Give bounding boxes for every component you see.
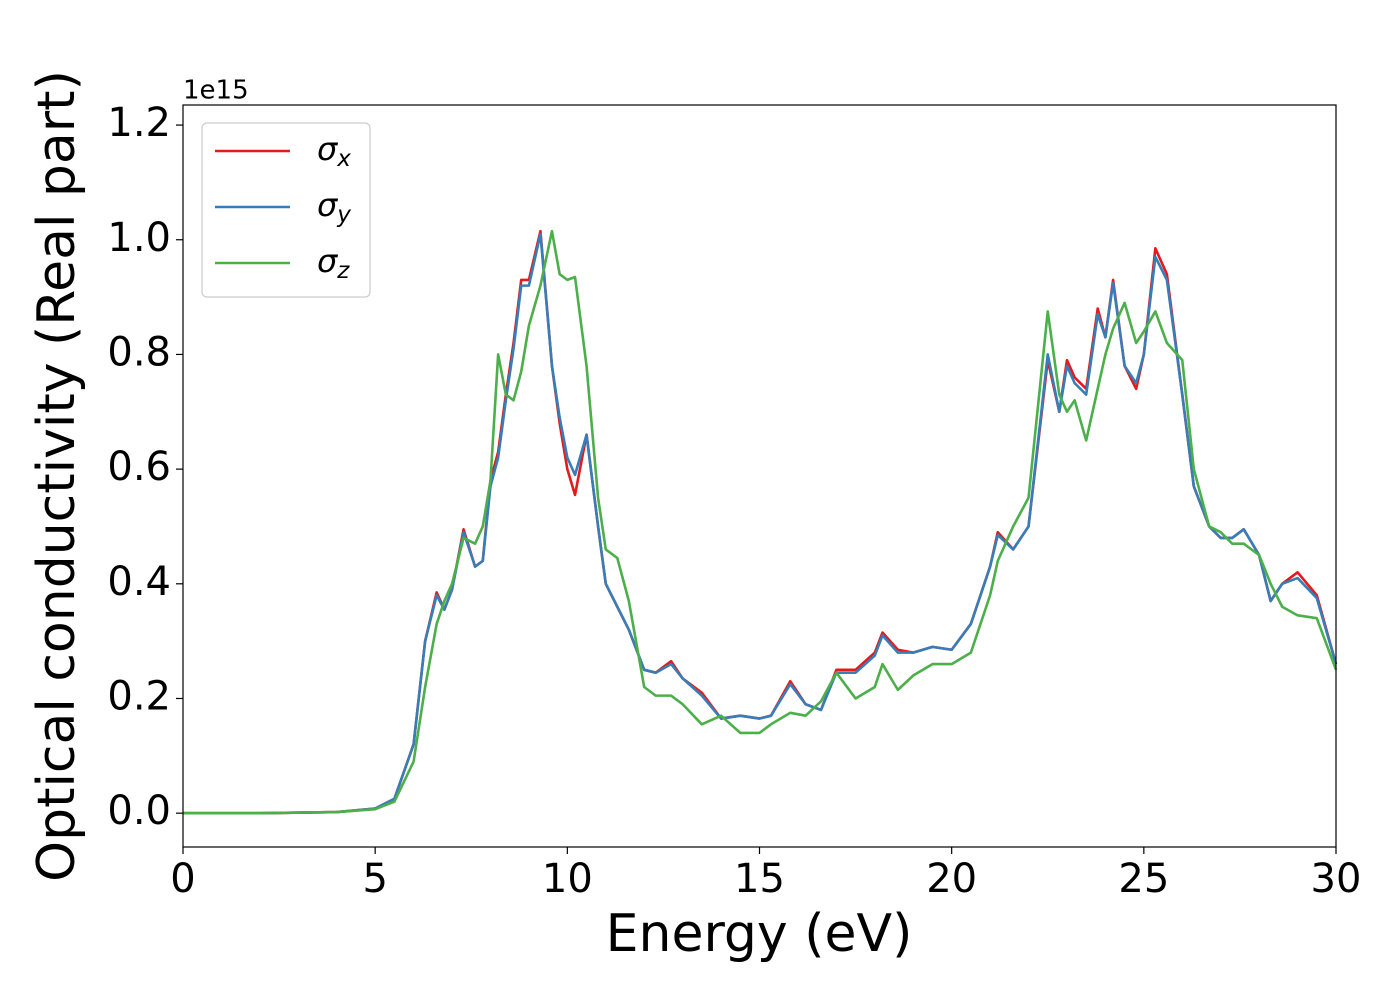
series-line bbox=[183, 232, 1338, 815]
y-tick-label: 0.2 bbox=[107, 673, 171, 719]
y-tick-label: 0.8 bbox=[107, 329, 171, 375]
series-line bbox=[183, 229, 1338, 815]
legend-label: σz bbox=[317, 242, 350, 284]
y-tick-label: 0.0 bbox=[107, 788, 171, 834]
x-tick-label: 0 bbox=[170, 856, 195, 902]
y-tick-label: 1.0 bbox=[107, 215, 171, 261]
legend-label: σy bbox=[317, 186, 351, 228]
y-tick-label: 0.6 bbox=[107, 444, 171, 490]
y-tick-label: 0.4 bbox=[107, 559, 171, 605]
x-tick-label: 15 bbox=[734, 856, 785, 902]
y-tick-label: 1.2 bbox=[107, 100, 171, 146]
series-line bbox=[183, 229, 1338, 815]
legend-box bbox=[201, 122, 371, 298]
x-tick-label: 25 bbox=[1118, 856, 1169, 902]
legend-label: σx bbox=[317, 130, 351, 172]
x-axis-label: Energy (eV) bbox=[606, 904, 913, 964]
x-tick-label: 30 bbox=[1311, 856, 1362, 902]
x-tick-label: 20 bbox=[926, 856, 977, 902]
x-tick-label: 5 bbox=[362, 856, 387, 902]
y-axis-label: Optical conductivity (Real part) bbox=[27, 70, 87, 882]
plot-frame bbox=[182, 104, 1337, 848]
y-offset-label: 1e15 bbox=[183, 76, 249, 106]
x-tick-label: 10 bbox=[542, 856, 593, 902]
